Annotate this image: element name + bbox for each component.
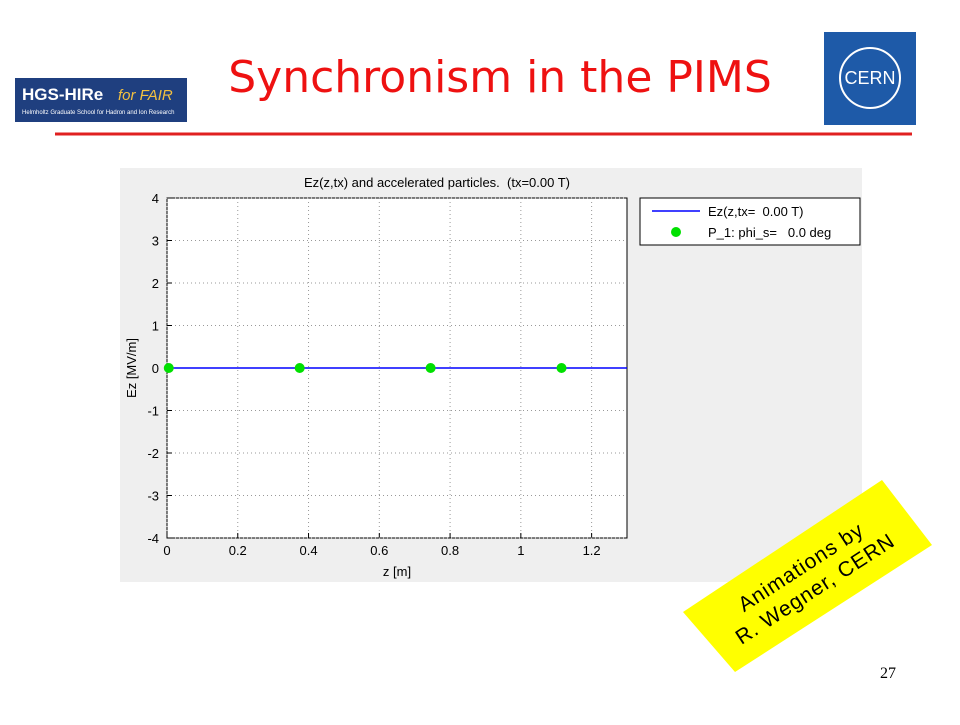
logo-name: HGS-HIRe bbox=[22, 85, 103, 104]
x-tick-label: 0.6 bbox=[370, 543, 388, 558]
y-tick-label: -3 bbox=[147, 489, 159, 504]
logo-subtitle: Helmholtz Graduate School for Hadron and… bbox=[22, 110, 174, 116]
y-tick-label: 4 bbox=[152, 191, 159, 206]
x-tick-label: 0.2 bbox=[229, 543, 247, 558]
point bbox=[163, 363, 174, 373]
x-tick-label: 0.8 bbox=[441, 543, 459, 558]
x-tick-label: 1 bbox=[517, 543, 524, 558]
point bbox=[556, 363, 567, 373]
y-tick-label: 1 bbox=[152, 319, 159, 334]
chart-title: Ez(z,tx) and accelerated particles. (tx=… bbox=[304, 175, 570, 190]
legend-box bbox=[639, 197, 861, 246]
x-tick-label: 0.4 bbox=[299, 543, 317, 558]
y-tick-label: 2 bbox=[152, 276, 159, 291]
legend-label: P_1: phi_s= 0.0 deg bbox=[708, 225, 831, 240]
legend-swatch bbox=[671, 227, 681, 237]
point bbox=[425, 363, 436, 373]
cern-ring bbox=[839, 47, 901, 109]
note-box bbox=[683, 480, 932, 672]
y-axis-label: Ez [MV/m] bbox=[124, 338, 139, 398]
x-tick-label: 0 bbox=[163, 543, 170, 558]
hgs-logo bbox=[15, 78, 187, 122]
y-tick-label: 3 bbox=[152, 234, 159, 249]
y-tick-label: -4 bbox=[147, 531, 159, 546]
logo-suffix: for FAIR bbox=[118, 87, 173, 104]
y-tick-label: 0 bbox=[152, 361, 159, 376]
legend-label: Ez(z,tx= 0.00 T) bbox=[708, 204, 804, 219]
point bbox=[294, 363, 305, 373]
x-tick-label: 1.2 bbox=[583, 543, 601, 558]
page-number: 27 bbox=[880, 665, 896, 682]
chart: 0 0.2 0.4 0.6 0.8 1 1.2 -4 -3 -2 -1 0 1 2 3 4 Ez(z,tx) a… bbox=[124, 175, 861, 579]
y-tick-label: -1 bbox=[147, 404, 159, 419]
slide-title: Synchronism in the PIMS bbox=[228, 52, 772, 103]
x-axis-label: z [m] bbox=[383, 564, 411, 579]
y-tick-label: -2 bbox=[147, 446, 159, 461]
cern-text: CERN bbox=[844, 68, 895, 88]
